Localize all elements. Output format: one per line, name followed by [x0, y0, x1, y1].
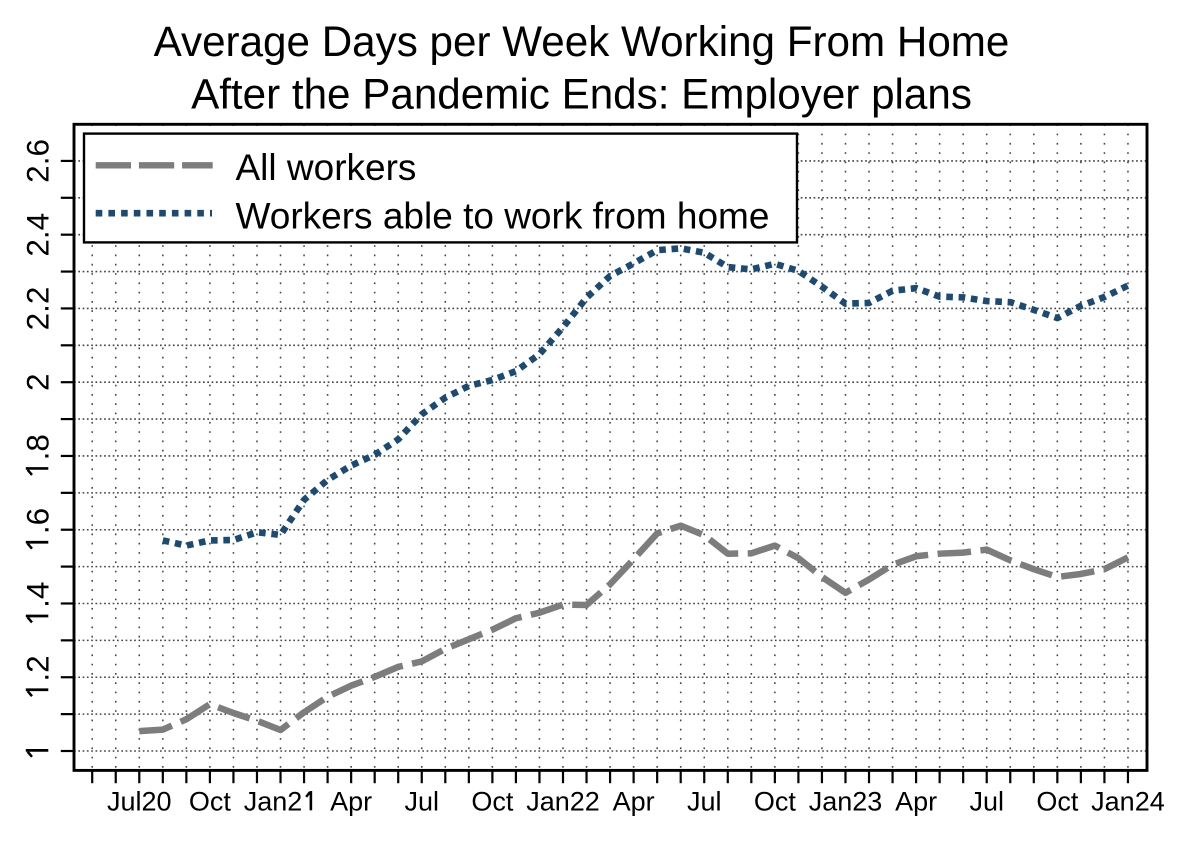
svg-text:Jan23: Jan23: [809, 786, 883, 816]
svg-text:2.2: 2.2: [19, 287, 55, 331]
svg-text:.2: .2: [19, 655, 55, 681]
svg-text:Apr: Apr: [895, 786, 937, 816]
svg-text:.8: .8: [19, 434, 55, 460]
svg-text:After the Pandemic Ends: Emplo: After the Pandemic Ends: Employer plans: [191, 70, 972, 117]
svg-text:Jan22: Jan22: [526, 786, 600, 816]
svg-text:Jul: Jul: [969, 786, 1004, 816]
svg-text:2.4: 2.4: [19, 213, 55, 257]
svg-text:All workers: All workers: [236, 147, 417, 188]
svg-text:.6: .6: [19, 508, 55, 534]
svg-text:2.6: 2.6: [19, 139, 55, 183]
svg-text:Jul: Jul: [405, 786, 440, 816]
svg-text:Oct: Oct: [754, 786, 797, 816]
svg-text:Oct: Oct: [471, 786, 514, 816]
svg-text:Average Days per Week Working: Average Days per Week Working From Home: [154, 18, 1010, 65]
svg-text:Workers able to work from home: Workers able to work from home: [236, 196, 770, 237]
svg-text:Oct: Oct: [1036, 786, 1079, 816]
svg-text:2: 2: [19, 373, 55, 391]
svg-text:.4: .4: [19, 582, 55, 608]
svg-text:Jan24: Jan24: [1091, 786, 1165, 816]
svg-text:Apr: Apr: [613, 786, 655, 816]
svg-text:Jul: Jul: [687, 786, 722, 816]
svg-text:Oct: Oct: [189, 786, 232, 816]
svg-text:Apr: Apr: [330, 786, 372, 816]
svg-text:Jul20: Jul20: [107, 786, 172, 816]
svg-text:Jan2: Jan2: [244, 786, 303, 816]
